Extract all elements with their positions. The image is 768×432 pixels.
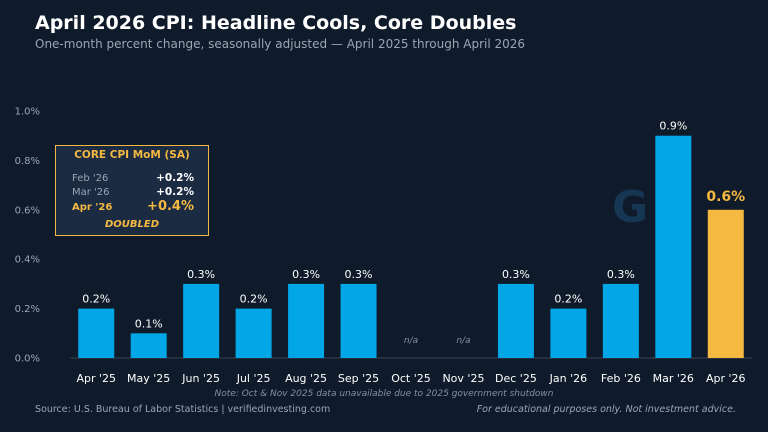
- callout-row-label: Apr '26: [72, 202, 113, 213]
- bar: [235, 308, 272, 358]
- data-label: 0.3%: [502, 268, 530, 281]
- na-label: n/a: [456, 336, 470, 346]
- bar: [707, 209, 744, 358]
- x-tick-label: Jul '25: [236, 372, 271, 385]
- x-tick-label: May '25: [127, 372, 170, 385]
- data-label: 0.3%: [187, 268, 215, 281]
- bar: [655, 135, 692, 358]
- data-label: 0.2%: [554, 293, 582, 306]
- bar: [78, 308, 115, 358]
- x-tick-label: Jan '26: [549, 372, 587, 385]
- x-tick-label: Apr '25: [76, 372, 116, 385]
- data-label: 0.6%: [706, 189, 745, 205]
- x-tick-label: Apr '26: [706, 372, 746, 385]
- x-tick-label: Sep '25: [338, 372, 379, 385]
- y-tick-label: 0.6%: [15, 205, 40, 216]
- y-tick-label: 0.2%: [15, 304, 40, 315]
- data-label: 0.3%: [292, 268, 320, 281]
- callout-row-value: +0.2%: [156, 186, 194, 198]
- data-label: 0.1%: [135, 317, 163, 330]
- callout-row-apr: Apr '26 +0.4%: [72, 199, 194, 214]
- bar: [497, 283, 534, 358]
- data-label: 0.3%: [607, 268, 635, 281]
- x-tick-label: Nov '25: [442, 372, 484, 385]
- y-tick-label: 0.0%: [15, 354, 40, 365]
- data-label: 0.3%: [345, 268, 373, 281]
- callout-row-label: Mar '26: [72, 187, 110, 198]
- x-tick-label: Oct '25: [391, 372, 431, 385]
- y-tick-label: 0.4%: [15, 255, 40, 266]
- chart-subtitle: One-month percent change, seasonally adj…: [35, 37, 526, 51]
- core-cpi-callout: CORE CPI MoM (SA) Feb '26 +0.2% Mar '26 …: [55, 145, 209, 236]
- bar: [602, 283, 639, 358]
- bar: [130, 333, 167, 358]
- callout-title: CORE CPI MoM (SA): [74, 149, 190, 161]
- data-label: 0.2%: [82, 293, 110, 306]
- data-label: 0.2%: [240, 293, 268, 306]
- bar: [550, 308, 587, 358]
- x-tick-label: Dec '25: [495, 372, 537, 385]
- callout-row-feb: Feb '26 +0.2%: [72, 172, 194, 184]
- disclaimer: For educational purposes only. Not inves…: [476, 404, 736, 415]
- source-line: Source: U.S. Bureau of Labor Statistics …: [35, 404, 331, 415]
- bar: [183, 283, 220, 358]
- callout-row-label: Feb '26: [72, 173, 109, 184]
- chart-title: April 2026 CPI: Headline Cools, Core Dou…: [35, 12, 517, 34]
- footnote: Note: Oct & Nov 2025 data unavailable du…: [214, 389, 554, 399]
- bar: [288, 283, 325, 358]
- x-tick-label: Jun '25: [181, 372, 220, 385]
- y-tick-label: 1.0%: [15, 107, 40, 118]
- watermark-logo: G: [612, 182, 649, 233]
- y-tick-label: 0.8%: [15, 156, 40, 167]
- x-tick-label: Mar '26: [653, 372, 694, 385]
- callout-row-value: +0.4%: [147, 199, 194, 214]
- callout-footer: DOUBLED: [104, 219, 160, 230]
- callout-row-value: +0.2%: [156, 172, 194, 184]
- data-label: 0.9%: [659, 120, 687, 133]
- bar: [340, 283, 377, 358]
- callout-row-mar: Mar '26 +0.2%: [72, 186, 194, 198]
- na-label: n/a: [404, 336, 418, 346]
- x-tick-label: Feb '26: [601, 372, 641, 385]
- x-tick-label: Aug '25: [285, 372, 327, 385]
